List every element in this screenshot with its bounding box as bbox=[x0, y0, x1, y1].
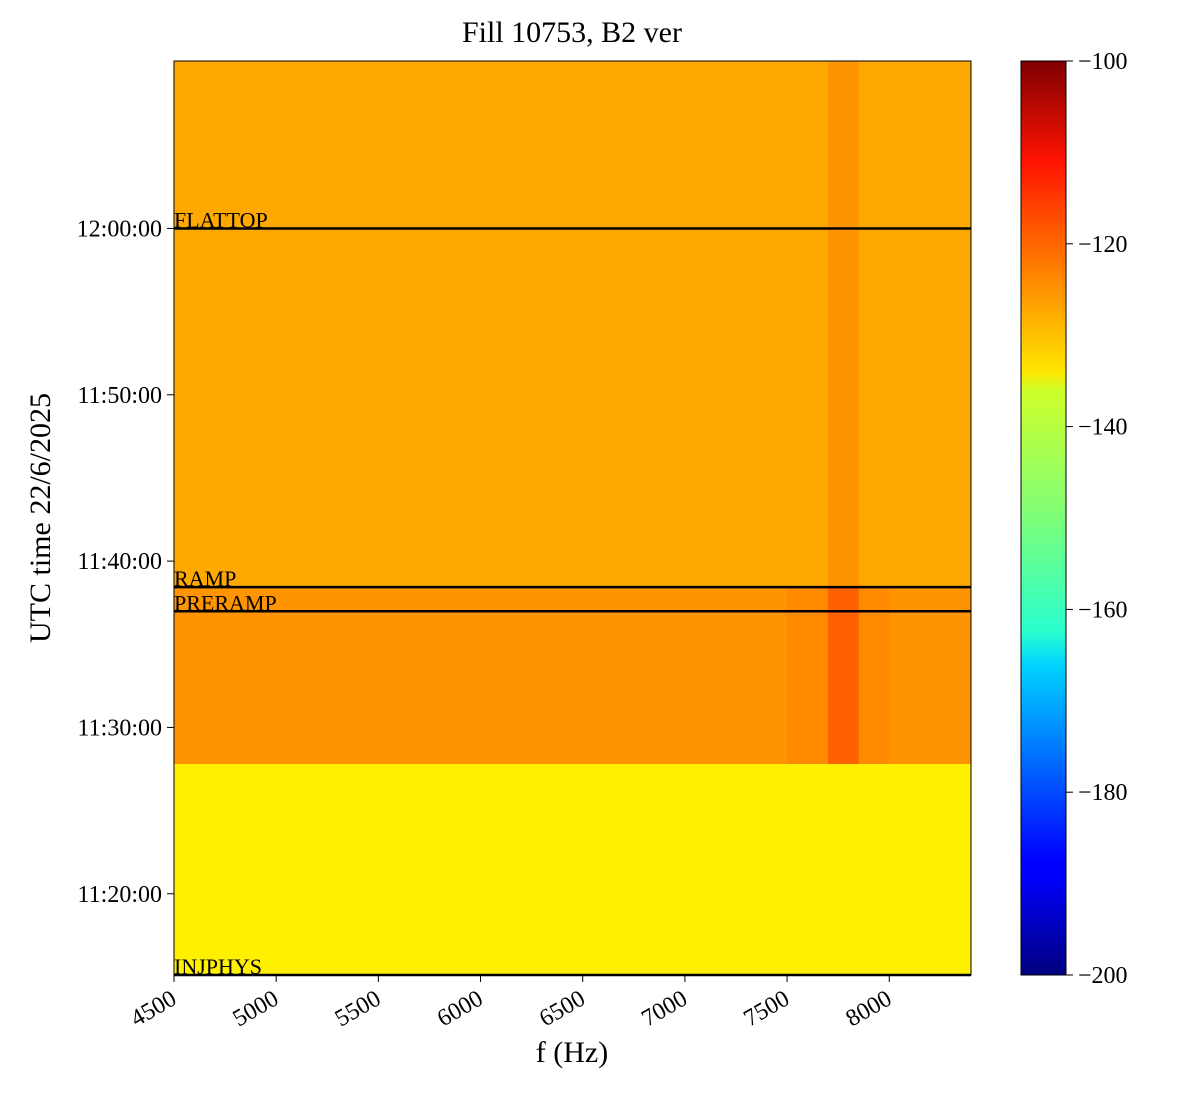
y-tick-label: 11:30:00 bbox=[78, 715, 162, 741]
heatmap-cell bbox=[174, 763, 277, 976]
colorbar-tick-label: −140 bbox=[1078, 415, 1128, 441]
x-tick-label: 5500 bbox=[331, 986, 386, 1033]
x-tick-label: 6000 bbox=[433, 986, 488, 1033]
heatmap-cell bbox=[480, 587, 584, 764]
heatmap-cell bbox=[827, 587, 860, 764]
x-tick-label: 7000 bbox=[637, 986, 692, 1033]
y-tick-label: 12:00:00 bbox=[77, 216, 162, 242]
colorbar-tick-label: −160 bbox=[1078, 597, 1128, 623]
heatmap-cell bbox=[858, 587, 890, 764]
heatmap-cell bbox=[582, 763, 686, 976]
heatmap-cell bbox=[480, 61, 584, 588]
heatmap-cell bbox=[276, 763, 379, 976]
heatmap-cell bbox=[889, 587, 972, 764]
heatmap-cell bbox=[787, 587, 829, 764]
heatmap-cell bbox=[684, 61, 788, 588]
colorbar bbox=[1020, 60, 1067, 976]
heatmap-cell bbox=[827, 61, 860, 588]
x-tick-label: 7500 bbox=[740, 986, 795, 1033]
heatmap-cell bbox=[889, 61, 972, 588]
heatmap-cell bbox=[787, 61, 829, 588]
event-label: RAMP bbox=[174, 566, 236, 591]
x-axis-label: f (Hz) bbox=[536, 1036, 608, 1069]
heatmap-cell bbox=[276, 587, 379, 764]
x-tick-label: 8000 bbox=[842, 986, 897, 1033]
heatmap-cell bbox=[276, 61, 379, 588]
heatmap-cell bbox=[684, 587, 788, 764]
heatmap-cell bbox=[174, 587, 277, 764]
colorbar-tick-label: −120 bbox=[1078, 232, 1128, 258]
heatmap-cell bbox=[858, 61, 890, 588]
x-tick-label: 6500 bbox=[535, 986, 590, 1033]
y-tick-label: 11:40:00 bbox=[78, 549, 162, 575]
heatmap-cell bbox=[684, 763, 788, 976]
y-tick-label: 11:20:00 bbox=[78, 882, 162, 908]
colorbar-tick-label: −180 bbox=[1078, 780, 1128, 806]
heatmap-cell bbox=[378, 61, 482, 588]
heatmap-cell bbox=[582, 61, 686, 588]
heatmap-cell bbox=[889, 763, 972, 976]
heatmap-cell bbox=[582, 587, 686, 764]
heatmap-cell bbox=[858, 763, 890, 976]
chart-title: Fill 10753, B2 ver bbox=[462, 16, 682, 49]
heatmap-cell bbox=[787, 763, 829, 976]
colorbar-tick-label: −200 bbox=[1078, 963, 1128, 989]
colorbar-tick-label: −100 bbox=[1078, 49, 1128, 75]
x-tick-label: 4500 bbox=[126, 986, 181, 1033]
heatmap-cell bbox=[827, 763, 860, 976]
y-axis-label: UTC time 22/6/2025 bbox=[24, 393, 57, 643]
heatmap-cell bbox=[378, 587, 482, 764]
heatmap-cell bbox=[480, 763, 584, 976]
x-tick-label: 5000 bbox=[229, 986, 284, 1033]
event-label: INJPHYS bbox=[174, 954, 262, 979]
event-label: FLATTOP bbox=[174, 207, 268, 232]
heatmap-cell bbox=[174, 61, 277, 588]
heatmap-cell bbox=[378, 763, 482, 976]
event-label: PRERAMP bbox=[174, 590, 277, 615]
y-tick-label: 11:50:00 bbox=[78, 383, 162, 409]
